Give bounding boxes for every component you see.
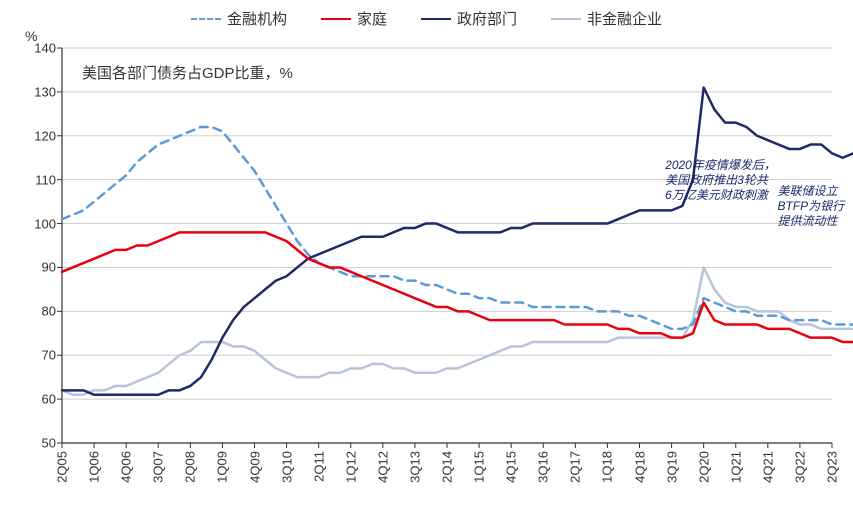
x-tick-label: 3Q19: [664, 451, 679, 483]
series-household: [62, 232, 853, 342]
x-tick-label: 4Q21: [760, 451, 775, 483]
x-tick-label: 2Q11: [311, 451, 326, 482]
y-tick-label: 120: [20, 128, 56, 143]
x-tick-label: 1Q18: [600, 451, 615, 483]
series-government: [62, 88, 853, 395]
x-tick-label: 1Q06: [87, 451, 102, 483]
legend-item-government: 政府部门: [421, 8, 517, 29]
y-tick-label: 140: [20, 41, 56, 56]
y-tick-label: 110: [20, 172, 56, 187]
y-tick-label: 60: [20, 392, 56, 407]
x-tick-label: 1Q12: [343, 451, 358, 483]
y-tick-label: 90: [20, 260, 56, 275]
x-tick-label: 3Q22: [792, 451, 807, 483]
legend-swatch: [191, 18, 221, 20]
x-tick-label: 4Q06: [119, 451, 134, 483]
y-tick-label: 130: [20, 84, 56, 99]
x-tick-label: 2Q08: [183, 451, 198, 483]
legend-label: 政府部门: [457, 8, 517, 29]
legend-label: 非金融企业: [587, 8, 662, 29]
x-tick-label: 2Q05: [55, 451, 70, 483]
legend-swatch: [321, 18, 351, 20]
legend: 金融机构 家庭 政府部门 非金融企业: [0, 8, 853, 29]
legend-swatch: [551, 18, 581, 20]
y-tick-label: 80: [20, 304, 56, 319]
y-tick-label: 50: [20, 436, 56, 451]
chart-svg: [62, 48, 832, 443]
legend-item-nonfinancial: 非金融企业: [551, 8, 662, 29]
debt-gdp-chart: 金融机构家庭政府部门非金融企业 % 美国各部门债务占GDP比重，% 506070…: [0, 0, 853, 520]
x-tick-label: 4Q12: [375, 451, 390, 483]
x-tick-label: 3Q07: [151, 451, 166, 483]
x-tick-label: 4Q15: [504, 451, 519, 483]
y-tick-label: 100: [20, 216, 56, 231]
x-tick-label: 3Q16: [536, 451, 551, 483]
x-tick-label: 3Q13: [407, 451, 422, 483]
x-tick-label: 2Q20: [696, 451, 711, 483]
legend-label: 家庭: [357, 8, 387, 29]
annotation-0: 2020年疫情爆发后，美国政府推出3轮共6万亿美元财政刺激: [665, 158, 776, 203]
series-nonfinancial: [62, 267, 853, 394]
x-tick-label: 2Q14: [440, 451, 455, 483]
legend-item-household: 家庭: [321, 8, 387, 29]
x-tick-label: 2Q17: [568, 451, 583, 483]
plot-area: [62, 48, 832, 443]
legend-item-financial: 金融机构: [191, 8, 287, 29]
x-tick-label: 1Q15: [472, 451, 487, 483]
x-tick-label: 1Q09: [215, 451, 230, 483]
x-tick-label: 2Q23: [825, 451, 840, 483]
legend-label: 金融机构: [227, 8, 287, 29]
x-tick-label: 3Q10: [279, 451, 294, 483]
x-tick-label: 4Q18: [632, 451, 647, 483]
annotation-1: 美联储设立BTFP为银行提供流动性: [777, 184, 844, 229]
y-tick-label: 70: [20, 348, 56, 363]
legend-swatch: [421, 18, 451, 20]
x-tick-label: 1Q21: [728, 451, 743, 483]
x-tick-label: 4Q09: [247, 451, 262, 483]
